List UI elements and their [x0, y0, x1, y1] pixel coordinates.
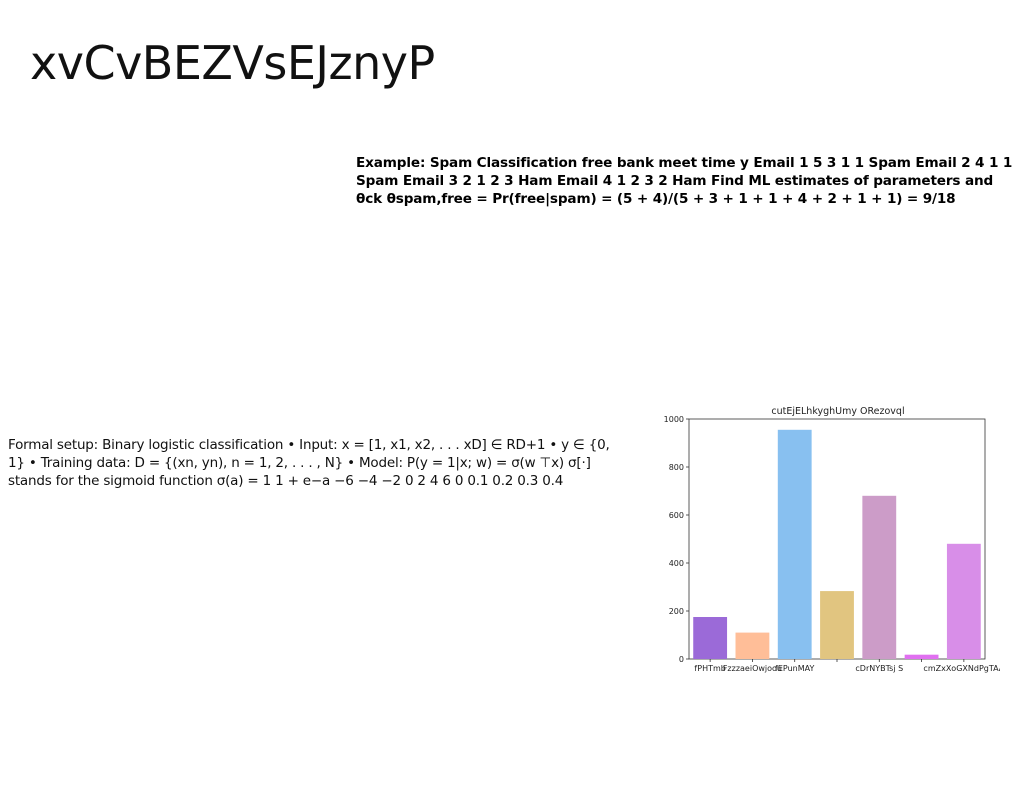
- y-tick-label: 1000: [664, 415, 684, 424]
- formal-setup-text: Formal setup: Binary logistic classifica…: [8, 437, 610, 489]
- bar: [904, 654, 939, 659]
- x-tick-label: cDrNYBTsj S: [855, 664, 903, 673]
- chart-plot-area: 0 200 400 600 800 1000 fPHTmbFzzzaeiOwjooufEPu…: [664, 415, 1000, 673]
- bar: [693, 617, 728, 659]
- x-tick-label: fEPunMAY: [775, 664, 814, 673]
- y-tick-label: 0: [679, 655, 684, 664]
- bar: [946, 543, 981, 659]
- example-text: Example: Spam Classification free bank m…: [356, 155, 1013, 207]
- bar: [820, 591, 854, 659]
- bar: [735, 632, 770, 659]
- bar: [862, 495, 897, 659]
- slide-title: xvCvBEZVsEJznyP: [30, 36, 435, 90]
- chart-title: cutEjELhkyghUmy ORezovql: [771, 406, 904, 417]
- x-tick-label: cmZxXoGXNdPgTAA: [923, 664, 1000, 673]
- y-tick-label: 400: [669, 559, 684, 568]
- y-tick-label: 800: [669, 463, 684, 472]
- y-tick-label: 200: [669, 607, 684, 616]
- x-tick-label: fPHTmb: [694, 664, 725, 673]
- bar-chart-svg: cutEjELhkyghUmy ORezovql 0 200 400 600 800 10…: [664, 406, 1000, 673]
- bar: [777, 429, 812, 659]
- y-tick-label: 600: [669, 511, 684, 520]
- x-tick-label: FzzzaeiOwjoou: [723, 664, 782, 673]
- bar-chart: cutEjELhkyghUmy ORezovql 0 200 400 600 800 10…: [650, 398, 1000, 682]
